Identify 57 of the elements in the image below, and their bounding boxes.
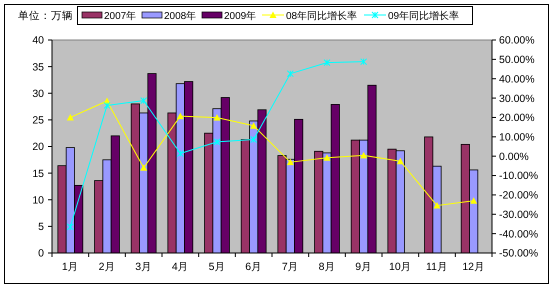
point [470, 197, 478, 204]
point [176, 112, 184, 120]
y2-tick-label: 0.00% [499, 150, 529, 163]
y2-tick-label: -50.00% [499, 248, 538, 260]
point [250, 122, 258, 129]
legend-label: 2009年 [224, 10, 256, 22]
y-tick-label: 40 [32, 34, 44, 47]
legend-label: 08年同比增长率 [286, 10, 358, 22]
y2-tick-label: 10.00% [499, 131, 535, 144]
y2-tick-label: 50.00% [499, 54, 535, 66]
point [104, 102, 110, 109]
x-tick-label: 6月 [245, 261, 262, 273]
y-tick-label: 10 [32, 194, 44, 206]
x-tick-label: 2月 [98, 261, 116, 273]
y2-tick-label: -20.00% [499, 190, 538, 202]
point [214, 114, 220, 121]
point [360, 152, 368, 158]
point [286, 158, 294, 166]
y-tick-label: 35 [32, 61, 44, 74]
x-tick-label: 7月 [282, 261, 299, 273]
x-tick-label: 1月 [62, 261, 79, 273]
point [140, 97, 148, 104]
y2-tick-label: -10.00% [499, 170, 538, 182]
x-tick-label: 12月 [462, 261, 486, 273]
x-tick-label: 4月 [172, 261, 189, 273]
point [140, 164, 148, 171]
y2-tick-label: 40.00% [499, 73, 535, 86]
y-tick-label: 5 [38, 221, 44, 234]
x-tick-label: 10月 [388, 261, 412, 273]
y2-tick-label: 30.00% [499, 92, 535, 105]
y2-tick-label: -40.00% [499, 228, 538, 240]
x-tick-label: 3月 [135, 261, 152, 273]
y-tick-label: 30 [32, 88, 44, 100]
point [396, 158, 404, 164]
y2-tick-label: 20.00% [499, 112, 535, 124]
x-tick-label: 5月 [208, 261, 226, 273]
point [250, 136, 258, 144]
y-tick-label: 15 [32, 168, 44, 180]
point [324, 154, 330, 161]
y-tick-label: 25 [32, 114, 44, 127]
point [324, 59, 330, 66]
point [286, 70, 294, 78]
x-tick-label: 11月 [426, 261, 448, 273]
y2-tick-label: 60.00% [499, 34, 535, 47]
y-tick-label: 20 [32, 141, 44, 154]
point [434, 202, 440, 209]
x-tick-label: 8月 [318, 261, 336, 273]
y-axis-title: 单位：万辆 [18, 9, 73, 22]
x-tick-label: 9月 [355, 261, 372, 273]
point [66, 114, 74, 120]
point [176, 150, 184, 157]
legend-label: 09年同比增长率 [388, 10, 460, 22]
y2-tick-label: -30.00% [499, 208, 538, 221]
point [214, 138, 220, 146]
legend-label: 2007年 [104, 10, 136, 22]
y-tick-label: 0 [38, 248, 44, 260]
legend-label: 2008年 [164, 10, 196, 22]
